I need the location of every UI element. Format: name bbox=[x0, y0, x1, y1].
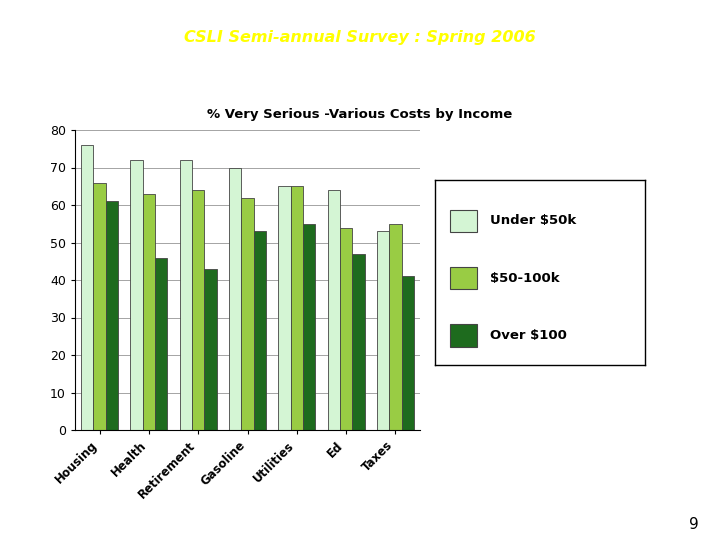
Bar bbox=[340, 227, 352, 430]
Bar bbox=[192, 190, 204, 430]
Bar bbox=[352, 254, 364, 430]
Bar bbox=[81, 145, 94, 430]
Bar bbox=[253, 231, 266, 430]
Text: CSLI Semi-annual Survey : Spring 2006: CSLI Semi-annual Survey : Spring 2006 bbox=[184, 30, 536, 45]
Bar bbox=[279, 186, 291, 430]
Bar bbox=[94, 183, 106, 430]
Bar bbox=[450, 267, 477, 289]
Bar bbox=[328, 190, 340, 430]
Bar bbox=[130, 160, 143, 430]
Text: % Very Serious -Various Costs by Income: % Very Serious -Various Costs by Income bbox=[207, 108, 513, 121]
Bar bbox=[155, 258, 168, 430]
Text: 9: 9 bbox=[688, 517, 698, 532]
Bar bbox=[303, 224, 315, 430]
Bar bbox=[204, 269, 217, 430]
Bar bbox=[291, 186, 303, 430]
Bar bbox=[377, 231, 390, 430]
Text: Income and seriousness of various costs: Income and seriousness of various costs bbox=[177, 64, 543, 79]
Bar bbox=[229, 167, 241, 430]
Bar bbox=[241, 198, 253, 430]
Bar bbox=[106, 201, 118, 430]
Bar bbox=[450, 210, 477, 232]
Text: $50-100k: $50-100k bbox=[490, 272, 559, 285]
Bar bbox=[143, 194, 155, 430]
Bar bbox=[402, 276, 414, 430]
Bar bbox=[390, 224, 402, 430]
Text: Over $100: Over $100 bbox=[490, 329, 567, 342]
Bar bbox=[450, 325, 477, 347]
Text: Under $50k: Under $50k bbox=[490, 214, 576, 227]
Bar bbox=[180, 160, 192, 430]
